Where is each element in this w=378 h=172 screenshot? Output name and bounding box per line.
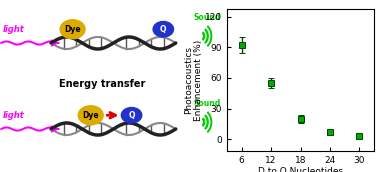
Circle shape: [121, 108, 142, 123]
Text: light: light: [2, 25, 24, 34]
Text: Dye: Dye: [82, 111, 99, 120]
Text: Sound: Sound: [194, 13, 221, 22]
Text: Energy transfer: Energy transfer: [59, 79, 145, 89]
Text: Q: Q: [128, 111, 135, 120]
Text: Sound: Sound: [194, 99, 221, 108]
Text: Dye: Dye: [64, 25, 81, 34]
Circle shape: [60, 20, 85, 39]
Y-axis label: Photoacoustics
Enhancement (%): Photoacoustics Enhancement (%): [184, 39, 203, 121]
Circle shape: [153, 22, 174, 37]
Circle shape: [78, 106, 103, 125]
X-axis label: D to Q Nucleotides
Separation: D to Q Nucleotides Separation: [258, 167, 343, 172]
Text: Q: Q: [160, 25, 167, 34]
Text: light: light: [2, 111, 24, 120]
